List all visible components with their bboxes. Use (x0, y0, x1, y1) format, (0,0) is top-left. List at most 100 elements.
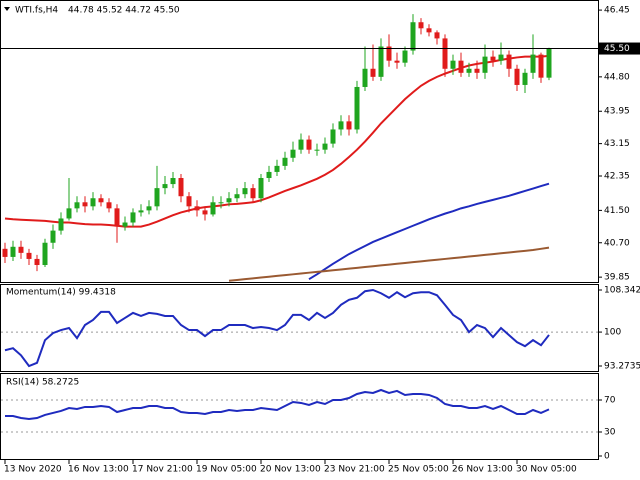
y-tick-label: 41.50 (604, 206, 630, 216)
candle-body (466, 68, 472, 73)
candle-body (202, 210, 208, 215)
main-panel (0, 0, 599, 283)
candle-body (514, 68, 520, 85)
candle-body (434, 32, 440, 39)
y-tick-label: 43.15 (604, 139, 630, 149)
candle-body (314, 149, 320, 151)
candle-body (234, 194, 240, 199)
candle-body (322, 143, 328, 150)
candle-body (34, 258, 40, 266)
candle-body (482, 56, 488, 73)
candle-body (546, 48, 552, 78)
candle-body (306, 139, 312, 150)
candle-body (90, 198, 96, 207)
candle-body (18, 246, 24, 253)
x-tick-label: 16 Nov 13:00 (68, 465, 129, 475)
candle-body (186, 196, 192, 207)
candle-body (106, 202, 112, 209)
menu-triangle (4, 7, 10, 11)
candle-body (290, 149, 296, 158)
candle-body (418, 22, 424, 29)
price-label: 45.50 (604, 44, 630, 54)
candle-body (458, 60, 464, 73)
candle-body (82, 202, 88, 207)
x-tick-label: 20 Nov 13:00 (260, 465, 321, 475)
indicator-title: Momentum(14) 99.4318 (6, 288, 116, 298)
candle-body (274, 165, 280, 172)
candle-body (530, 54, 536, 73)
moving-average (4, 54, 550, 228)
candle-body (370, 68, 376, 77)
y-tick-label: 44.80 (604, 72, 630, 82)
candle-body (266, 171, 272, 179)
candle-body (162, 184, 168, 189)
y-tick-label: 39.85 (604, 273, 630, 283)
candle-body (178, 178, 184, 197)
candle-body (522, 72, 528, 85)
rsi-panel (0, 373, 599, 460)
candle-body (346, 121, 352, 130)
candle-body (170, 178, 176, 185)
candle-body (138, 210, 144, 213)
x-tick-label: 26 Nov 13:00 (452, 465, 513, 475)
x-tick-label: 25 Nov 05:00 (388, 465, 449, 475)
candle-body (442, 38, 448, 69)
price-label-box (598, 42, 640, 55)
candle-body (282, 157, 288, 166)
y-tick-label: 40.70 (604, 238, 630, 248)
y-tick-label: 0 (604, 452, 610, 462)
candle-body (226, 198, 232, 203)
x-tick-label: 23 Nov 21:00 (324, 465, 385, 475)
y-tick-label: 42.35 (604, 171, 630, 181)
y-tick-label: 46.45 (604, 6, 630, 16)
candle-body (218, 202, 224, 204)
candle-body (154, 188, 160, 207)
candle-body (146, 206, 152, 211)
x-tick-label: 30 Nov 05:00 (516, 465, 577, 475)
candle-body (378, 46, 384, 77)
candle-body (10, 246, 16, 257)
candle-body (26, 252, 32, 259)
candle-body (42, 242, 48, 266)
candle-body (394, 60, 400, 63)
candle-body (506, 54, 512, 69)
candle-body (114, 208, 120, 227)
candle-body (450, 60, 456, 69)
chart-title: WTI.fs,H4 (15, 6, 58, 16)
candle-body (194, 206, 200, 211)
y-tick-label: 93.2735 (604, 362, 640, 372)
momentum-panel (0, 284, 599, 372)
candle-body (122, 222, 128, 227)
candle-body (362, 68, 368, 87)
moving-average (308, 182, 550, 281)
candle-body (298, 139, 304, 150)
indicator-title: RSI(14) 58.2725 (6, 378, 79, 388)
y-tick-label: 30 (604, 428, 616, 438)
candle-body (330, 129, 336, 144)
y-tick-label: 108.3427 (604, 286, 640, 296)
candle-body (242, 188, 248, 195)
candle-body (538, 54, 544, 78)
candle-body (66, 208, 72, 219)
candle-body (98, 198, 104, 203)
y-tick-label: 43.95 (604, 107, 630, 117)
indicator-line (5, 388, 550, 420)
candle-body (410, 22, 416, 51)
y-tick-label: 70 (604, 396, 616, 406)
candle-body (250, 188, 256, 199)
candle-body (2, 248, 8, 257)
candle-body (74, 202, 80, 209)
candle-body (386, 46, 392, 61)
candle-body (402, 50, 408, 63)
y-tick-label: 100 (604, 328, 621, 338)
candle-body (474, 68, 480, 73)
x-tick-label: 17 Nov 21:00 (132, 465, 193, 475)
moving-average (228, 246, 550, 282)
candle-body (354, 86, 360, 130)
candle-body (58, 218, 64, 231)
candle-body (490, 56, 496, 61)
candle-body (498, 54, 504, 61)
candle-body (258, 178, 264, 199)
